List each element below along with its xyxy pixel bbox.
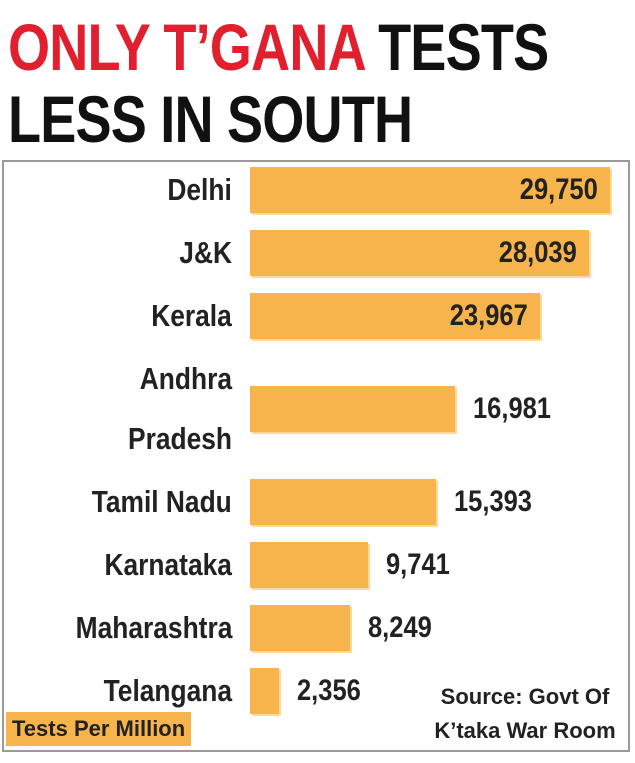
value-label: 28,039 (499, 236, 578, 269)
category-text: Delhi (167, 172, 232, 207)
category-label: Maharashtra (0, 605, 232, 651)
value-label: 16,981 (473, 392, 552, 425)
title-line: ONLY T’GANA TESTS (8, 14, 549, 80)
category-label: Tamil Nadu (0, 479, 232, 525)
value-label: 9,741 (385, 548, 450, 581)
bar (250, 167, 610, 213)
value-label: 15,393 (454, 485, 533, 518)
value-label: 23,967 (449, 299, 528, 332)
value-label: 2,356 (296, 674, 361, 707)
category-label: Telangana (0, 668, 232, 714)
category-label: Kerala (0, 293, 232, 339)
bar (250, 293, 541, 339)
category-text: Karnataka (104, 547, 232, 582)
category-text: J&K (179, 235, 232, 270)
bar (250, 542, 368, 588)
bar (250, 668, 279, 714)
unit-label: Tests Per Million (6, 712, 192, 746)
bar (250, 230, 590, 276)
category-text: Tamil Nadu (91, 484, 232, 519)
bar (250, 479, 437, 525)
category-text: Maharashtra (75, 610, 232, 645)
title-text: TESTS (378, 10, 549, 84)
title-line: LESS IN SOUTH (8, 82, 413, 156)
category-label: Delhi (0, 167, 232, 213)
bar (250, 605, 350, 651)
category-label: Andhra Pradesh (0, 349, 232, 469)
category-text: Telangana (103, 673, 232, 708)
value-label: 29,750 (519, 173, 598, 206)
category-text: Andhra Pradesh (128, 361, 232, 456)
title-highlight: ONLY T’GANA (8, 10, 365, 84)
chart-panel (2, 160, 630, 752)
category-label: J&K (0, 230, 232, 276)
bar (250, 386, 456, 432)
source-note: Source: Govt Of K’taka War Room (434, 684, 616, 743)
value-label: 8,249 (367, 611, 432, 644)
category-label: Karnataka (0, 542, 232, 588)
category-text: Kerala (151, 298, 232, 333)
